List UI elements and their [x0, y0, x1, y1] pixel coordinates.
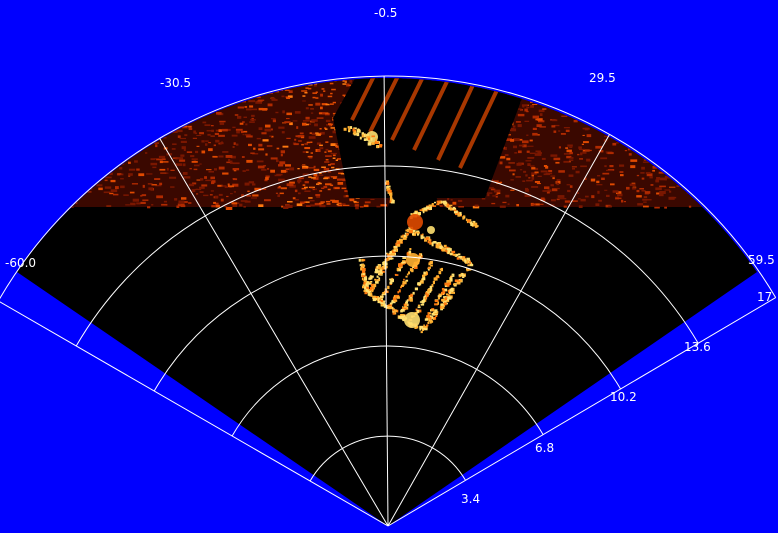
range-label-6-8: 6.8 [535, 441, 554, 455]
polar-grid [0, 75, 777, 527]
angle-label-center: -0.5 [374, 6, 397, 20]
angle-label-right: 59.5 [748, 253, 775, 267]
range-label-17: 17 [757, 290, 772, 304]
angle-label-left: -60.0 [5, 256, 36, 270]
angle-label-left-mid: -30.5 [160, 76, 191, 90]
range-label-10-2: 10.2 [610, 390, 637, 404]
range-label-3-4: 3.4 [461, 492, 480, 506]
angle-label-right-mid: 29.5 [589, 71, 616, 85]
wreck-echo-returns [343, 126, 479, 334]
range-label-13-6: 13.6 [684, 340, 711, 354]
